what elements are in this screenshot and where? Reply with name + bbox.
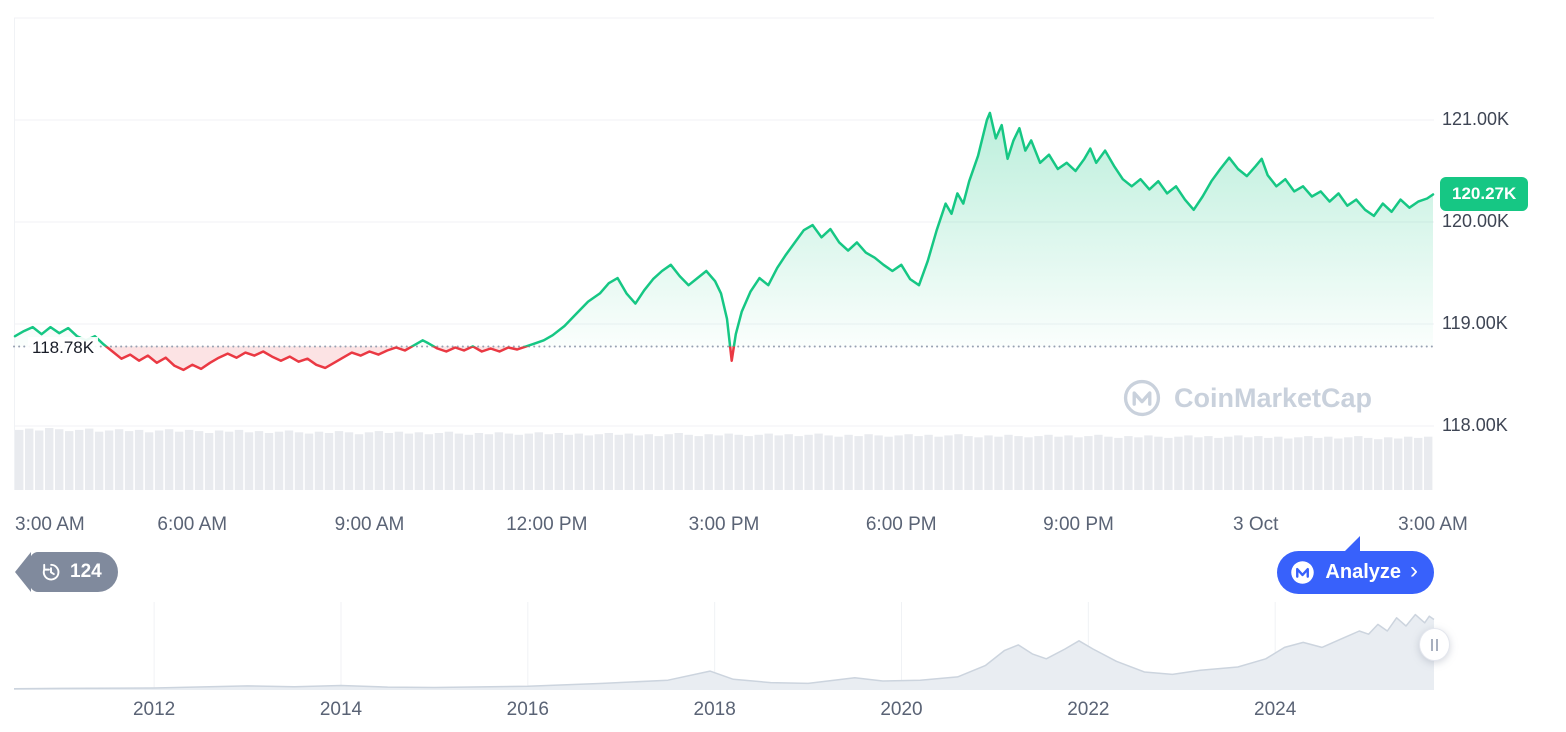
analyze-button[interactable]: Analyze ›	[1277, 551, 1434, 594]
range-handle[interactable]	[1419, 628, 1450, 661]
mini-chart-year-label: 2022	[1067, 699, 1110, 720]
x-axis-tick-label: 9:00 AM	[334, 514, 405, 535]
mini-chart-year-label: 2012	[132, 699, 176, 720]
x-axis-tick-label: 12:00 PM	[506, 514, 588, 535]
price-line-down	[104, 346, 736, 372]
mini-chart-year-label: 2014	[319, 699, 363, 720]
mini-chart-year-label: 2024	[1254, 699, 1297, 720]
history-count: 124	[70, 561, 102, 582]
x-axis-tick-label: 3:00 AM	[15, 514, 85, 535]
coinmarketcap-watermark: CoinMarketCap	[1122, 378, 1372, 418]
y-axis-tick-label: 118.00K	[1442, 415, 1508, 435]
area-fill-up	[15, 112, 1433, 347]
y-axis-tick-label: 120.00K	[1442, 211, 1510, 231]
x-axis-tick-label: 3:00 AM	[1398, 514, 1468, 535]
mini-chart	[13, 602, 1435, 690]
y-axis-tick-label: 119.00K	[1442, 313, 1508, 333]
baseline-price-label: 118.78K	[28, 337, 99, 360]
x-axis-tick-label: 6:00 PM	[865, 514, 937, 535]
mini-chart-year-label: 2018	[693, 699, 736, 720]
analyze-label: Analyze	[1325, 561, 1401, 583]
y-axis-tick-label: 121.00K	[1442, 109, 1510, 129]
mini-chart-year-label: 2016	[506, 699, 549, 720]
price-line-up	[13, 111, 1435, 347]
history-icon	[42, 563, 60, 581]
coinmarketcap-icon	[1291, 561, 1315, 584]
mini-chart-year-label: 2020	[880, 699, 923, 720]
area-fill-down	[106, 346, 734, 370]
coinmarketcap-logo-icon	[1123, 379, 1161, 417]
last-price-badge: 120.27K	[1440, 177, 1529, 212]
main-gridlines	[14, 17, 1434, 490]
x-axis-tick-label: 6:00 AM	[157, 514, 228, 535]
x-axis-tick-label: 3 Oct	[1233, 514, 1279, 535]
analyze-callout-arrow	[1343, 536, 1360, 553]
x-axis-tick-label: 3:00 PM	[688, 514, 760, 535]
volume-bars	[15, 428, 1433, 490]
history-badge[interactable]: 124	[15, 552, 118, 592]
watermark-text: CoinMarketCap	[1174, 382, 1373, 413]
x-axis-tick-label: 9:00 PM	[1043, 514, 1114, 535]
chevron-right-icon: ›	[1410, 557, 1418, 584]
